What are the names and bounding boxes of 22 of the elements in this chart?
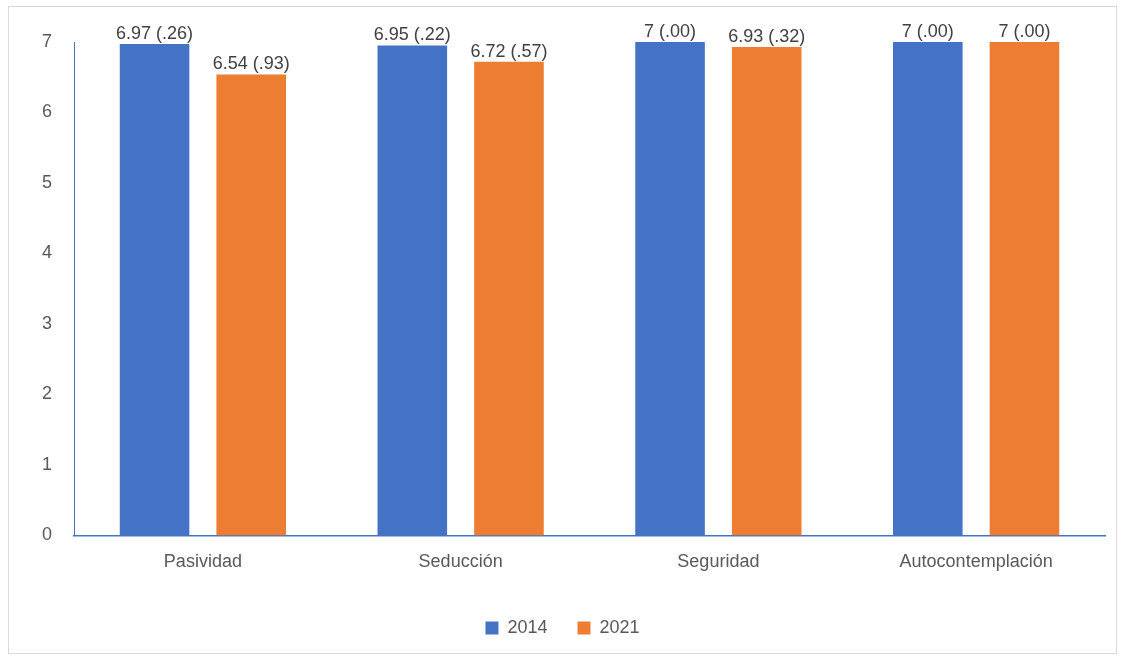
data-label: 7 (.00) xyxy=(998,20,1051,41)
y-tick-label: 1 xyxy=(42,453,53,474)
x-tick-label: Autocontemplación xyxy=(899,551,1053,572)
legend-label: 2014 xyxy=(507,616,548,637)
y-tick-label: 7 xyxy=(42,30,53,51)
y-tick-label: 2 xyxy=(42,383,53,404)
data-label: 6.72 (.57) xyxy=(470,40,548,61)
data-label: 6.54 (.93) xyxy=(212,53,290,74)
data-label: 6.95 (.22) xyxy=(373,24,451,45)
y-tick-label: 5 xyxy=(42,171,53,192)
x-tick-label: Pasividad xyxy=(163,551,242,572)
legend-label: 2021 xyxy=(599,616,640,637)
data-label: 6.93 (.32) xyxy=(728,25,806,46)
y-tick-label: 0 xyxy=(42,524,53,545)
y-tick-label: 3 xyxy=(42,312,53,333)
y-tick-label: 4 xyxy=(42,242,53,263)
data-label: 7 (.00) xyxy=(644,20,697,41)
data-label: 7 (.00) xyxy=(901,20,954,41)
y-tick-label: 6 xyxy=(42,101,53,122)
data-label: 6.97 (.26) xyxy=(116,23,194,44)
x-tick-label: Seducción xyxy=(418,551,503,572)
x-tick-label: Seguridad xyxy=(677,551,760,572)
